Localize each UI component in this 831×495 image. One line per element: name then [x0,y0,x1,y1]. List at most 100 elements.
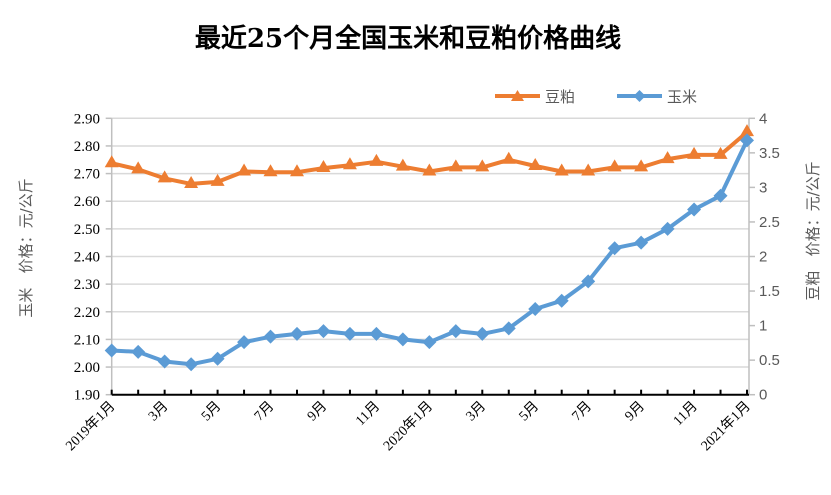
data-point-triangle[interactable] [210,173,225,186]
data-point-triangle[interactable] [448,159,463,172]
data-point-triangle[interactable] [289,164,304,177]
x-tick-label: 5月 [516,398,542,424]
data-point-triangle[interactable] [528,157,543,170]
legend: 豆粕 玉米 [495,88,697,106]
data-point-diamond[interactable] [131,344,146,359]
data-point-triangle[interactable] [104,155,119,168]
data-point-triangle[interactable] [660,151,675,164]
series-soymeal [104,124,754,188]
data-point-triangle[interactable] [581,163,596,176]
data-point-diamond[interactable] [528,302,543,317]
y-left-tick-label: 2.60 [74,194,100,210]
data-point-triangle[interactable] [475,159,490,172]
data-point-triangle[interactable] [157,170,172,183]
series-corn [104,133,754,372]
data-point-triangle[interactable] [342,157,357,170]
x-tick-label: 7月 [251,398,277,424]
y-right-tick-label: 4 [759,110,767,127]
data-point-diamond[interactable] [369,326,384,341]
data-point-triangle[interactable] [740,124,754,137]
data-point-diamond[interactable] [422,335,437,350]
data-point-triangle[interactable] [713,146,728,159]
legend-soymeal-triangle-icon [511,90,524,101]
data-point-diamond[interactable] [184,357,199,372]
y-right-tick-label: 1 [759,318,767,335]
y-axis-right-ticks: 0 0.5 1 1.5 2 2.5 3 3.5 4 [749,110,780,404]
x-tick-label: 2020年1月 [380,398,436,454]
x-tick-label: 9月 [622,398,648,424]
y-left-tick-label: 2.20 [74,305,100,321]
x-tick-label: 2019年1月 [63,398,119,454]
data-point-diamond[interactable] [581,274,596,289]
y-right-tick-label: 0 [759,387,767,404]
data-point-triangle[interactable] [316,160,331,173]
y-left-tick-label: 2.30 [74,277,100,293]
data-point-triangle[interactable] [501,151,516,164]
data-point-triangle[interactable] [607,159,622,172]
y-left-tick-label: 2.00 [74,360,100,376]
data-point-diamond[interactable] [554,293,569,308]
data-point-diamond[interactable] [448,324,463,339]
data-point-triangle[interactable] [395,158,410,171]
legend-item-soymeal[interactable]: 豆粕 [495,88,575,106]
x-tick-label: 7月 [569,398,595,424]
y-axis-left-title: 玉米 价格：元/公斤 [17,178,35,317]
y-left-tick-label: 1.90 [74,388,100,404]
y-right-tick-label: 2 [759,249,767,266]
y-right-tick-label: 1.5 [759,283,780,300]
data-point-diamond[interactable] [210,351,225,366]
data-point-triangle[interactable] [184,175,199,188]
x-tick-label: 2021年1月 [698,398,754,454]
y-axis-right-title: 豆粕 价格：元/公斤 [804,161,822,300]
y-axis-left-ticks: 1.90 2.00 2.10 2.20 2.30 2.40 2.50 2.60 2.70 2.80… [74,111,112,404]
x-tick-label: 5月 [198,398,224,424]
data-point-diamond[interactable] [237,335,252,350]
data-point-triangle[interactable] [554,163,569,176]
data-point-triangle[interactable] [422,163,437,176]
data-point-diamond[interactable] [263,329,278,344]
data-point-triangle[interactable] [263,164,278,177]
x-tick-label: 11月 [352,398,383,429]
legend-corn-diamond-icon [633,90,646,102]
y-left-tick-label: 2.50 [74,222,100,238]
legend-corn-label: 玉米 [667,88,697,106]
data-point-diamond[interactable] [713,188,728,203]
data-point-triangle[interactable] [131,161,146,174]
x-tick-label: 3月 [463,398,489,424]
y-left-tick-label: 2.40 [74,250,100,266]
data-point-diamond[interactable] [607,241,622,256]
data-point-diamond[interactable] [740,133,754,148]
legend-item-corn[interactable]: 玉米 [617,88,697,106]
y-right-tick-label: 3 [759,179,767,196]
data-point-diamond[interactable] [342,326,357,341]
y-right-tick-label: 3.5 [759,145,780,162]
y-left-tick-label: 2.90 [74,111,100,127]
data-point-diamond[interactable] [289,326,304,341]
data-point-diamond[interactable] [475,326,490,341]
data-point-triangle[interactable] [634,159,649,172]
data-point-diamond[interactable] [395,332,410,347]
data-point-triangle[interactable] [237,163,252,176]
data-point-diamond[interactable] [687,202,702,217]
data-point-diamond[interactable] [660,221,675,236]
data-point-diamond[interactable] [104,343,119,358]
x-tick-label: 9月 [304,398,330,424]
data-point-diamond[interactable] [634,235,649,250]
data-point-triangle[interactable] [369,153,384,166]
data-point-diamond[interactable] [316,324,331,339]
y-left-tick-label: 2.80 [74,139,100,155]
x-tick-label: 3月 [145,398,171,424]
series-line [111,130,749,186]
y-left-tick-label: 2.70 [74,167,100,183]
data-point-diamond[interactable] [501,321,516,336]
legend-soymeal-label: 豆粕 [545,88,575,106]
data-point-triangle[interactable] [687,146,702,159]
data-point-diamond[interactable] [157,354,172,369]
chart-title: 最近25个月全国玉米和豆粕价格曲线 [195,23,621,54]
gridlines [111,117,749,368]
x-tick-label: 11月 [670,398,701,429]
series [104,124,754,372]
y-left-tick-label: 2.10 [74,332,100,348]
